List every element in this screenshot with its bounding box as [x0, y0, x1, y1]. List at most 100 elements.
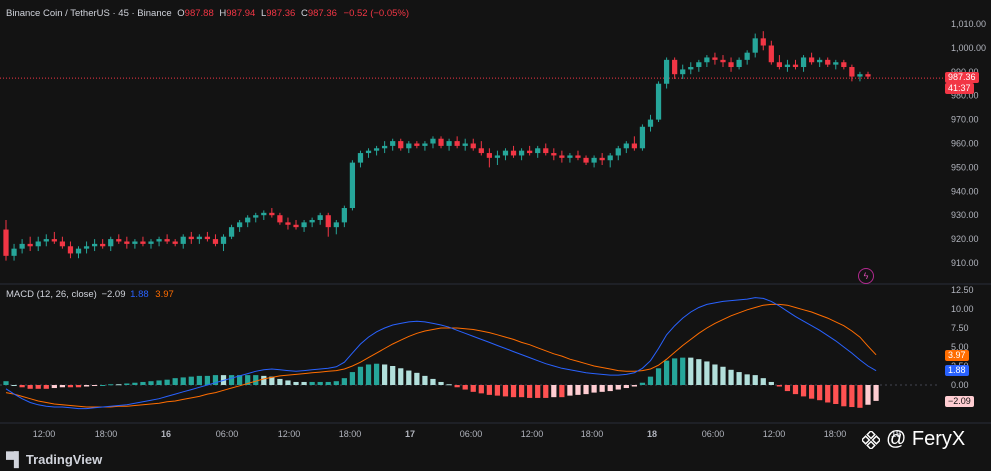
macd-histogram-bar	[67, 385, 74, 388]
candle-body	[132, 241, 138, 244]
candle-body	[639, 126, 646, 149]
candle-body	[551, 153, 557, 156]
candle-body	[108, 239, 114, 247]
macd-histogram-bar	[543, 385, 549, 398]
macd-histogram-bar	[164, 379, 170, 385]
candle-body	[833, 62, 839, 65]
candle-body	[245, 217, 251, 223]
macd-histogram-bar	[301, 381, 307, 385]
candle-body	[623, 143, 629, 149]
macd-histogram-bar	[792, 385, 799, 395]
tradingview-logo[interactable]: ▀▌ TradingView	[6, 451, 102, 467]
symbol-label[interactable]: Binance Coin / TetherUS · 45 · Binance	[6, 8, 172, 19]
price-axis-label: 990.00	[951, 67, 979, 77]
time-axis-label: 06:00	[216, 429, 239, 439]
candle-body	[502, 150, 509, 156]
macd-histogram-bar	[237, 375, 243, 385]
macd-histogram-bar	[454, 385, 460, 388]
macd-histogram-bar	[478, 385, 484, 394]
macd-histogram-bar	[253, 375, 259, 385]
candle-body	[647, 119, 654, 127]
candle-body	[631, 143, 637, 149]
macd-histogram-bar	[75, 385, 82, 388]
candle-body	[841, 62, 847, 68]
macd-histogram-bar	[91, 385, 98, 386]
macd-histogram-bar	[188, 376, 194, 385]
candle-body	[800, 57, 807, 68]
macd-histogram-bar	[583, 385, 589, 395]
candle-body	[760, 38, 766, 46]
macd-histogram-bar	[615, 385, 621, 390]
candle-body	[422, 143, 428, 146]
macd-histogram-bar	[873, 385, 879, 401]
candle-body	[752, 38, 758, 53]
price-axis-label: 1,010.00	[951, 19, 986, 29]
macd-histogram-bar	[623, 385, 629, 389]
macd-axis-label: 5.00	[951, 342, 969, 352]
candle-body	[349, 162, 356, 209]
brand-label: TradingView	[25, 451, 103, 467]
candle-body	[736, 59, 742, 68]
candle-body	[680, 69, 686, 75]
time-axis-label: 12:00	[278, 429, 301, 439]
macd-histogram-bar	[865, 385, 871, 405]
candle-body	[75, 248, 82, 254]
candle-body	[583, 157, 589, 163]
candle-body	[100, 243, 106, 247]
candle-body	[776, 62, 783, 68]
macd-histogram-bar	[655, 368, 662, 385]
macd-histogram-bar	[325, 381, 331, 385]
macd-label[interactable]: MACD (12, 26, close)	[6, 289, 97, 300]
candle-body	[301, 222, 307, 228]
candle-body	[164, 239, 170, 242]
candle-body	[518, 150, 525, 156]
macd-histogram-bar	[494, 385, 501, 396]
candle-body	[293, 224, 299, 228]
macd-histogram-bar	[309, 381, 315, 385]
candle-body	[865, 74, 871, 77]
macd-histogram-bar	[261, 375, 267, 385]
macd-histogram-bar	[438, 381, 444, 385]
macd-histogram-bar	[817, 385, 823, 401]
macd-histogram-bar	[108, 384, 114, 386]
close-value: 987.36	[307, 8, 337, 19]
macd-histogram-bar	[269, 376, 275, 385]
candle-body	[43, 239, 49, 242]
candle-body	[486, 153, 492, 158]
macd-histogram-bar	[204, 375, 211, 385]
macd-histogram-bar	[180, 377, 186, 385]
candle-body	[430, 138, 436, 144]
candle-body	[373, 148, 380, 151]
candle-body	[728, 62, 734, 68]
candle-body	[599, 157, 605, 161]
candle-body	[414, 143, 420, 146]
macd-histogram-bar	[414, 372, 420, 385]
macd-histogram-bar	[591, 385, 597, 393]
macd-histogram-bar	[148, 381, 154, 385]
candle-body	[817, 59, 823, 63]
macd-histogram-bar	[462, 385, 468, 390]
time-axis-label: 12:00	[763, 429, 786, 439]
lightning-icon[interactable]: ϟ	[858, 268, 874, 284]
current-price-tag: 987.36	[945, 72, 979, 83]
macd-histogram-bar	[398, 368, 404, 385]
candle-body	[438, 138, 444, 146]
macd-histogram-bar	[776, 385, 783, 387]
macd-line-value: 1.88	[130, 289, 149, 300]
macd-legend: MACD (12, 26, close) −2.09 1.88 3.97	[6, 289, 174, 300]
low-label: L	[260, 8, 267, 19]
macd-histogram-bar	[422, 375, 428, 385]
macd-histogram-bar	[680, 357, 686, 385]
macd-histogram-bar	[430, 378, 436, 385]
macd-histogram-bar	[559, 385, 565, 398]
candle-body	[390, 141, 396, 146]
macd-histogram-bar	[567, 385, 573, 396]
signal-tag: 3.97	[945, 350, 969, 361]
macd-histogram-bar	[752, 375, 758, 385]
macd-histogram-bar	[639, 382, 646, 385]
candle-body	[148, 241, 154, 244]
price-axis-label: 960.00	[951, 139, 979, 149]
candle-body	[446, 141, 452, 146]
